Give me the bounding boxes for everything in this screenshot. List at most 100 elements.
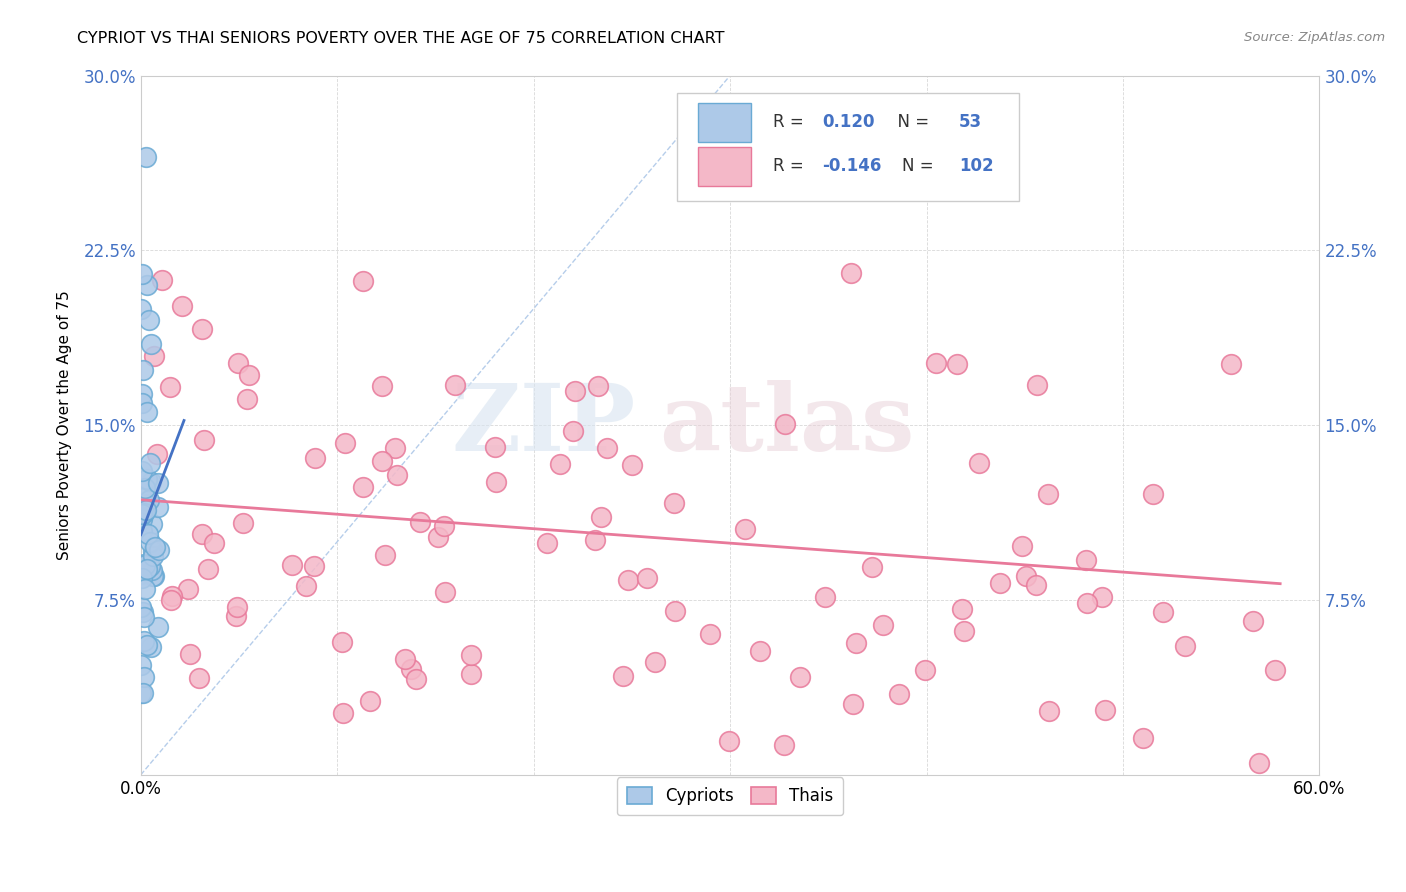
Point <box>1036 486 1059 500</box>
Point <box>160 592 183 607</box>
FancyBboxPatch shape <box>699 103 751 142</box>
Point <box>460 667 482 681</box>
Point <box>591 509 613 524</box>
Point <box>129 599 152 614</box>
Point <box>141 516 163 531</box>
Point <box>135 150 157 164</box>
Point <box>564 384 586 399</box>
Point <box>141 640 163 654</box>
Point <box>148 543 170 558</box>
Point <box>146 620 169 634</box>
Point <box>1076 596 1098 610</box>
Point <box>841 267 863 281</box>
Point <box>860 560 883 574</box>
Point <box>842 697 865 711</box>
Point <box>197 561 219 575</box>
Point <box>136 278 159 293</box>
Point <box>352 274 374 288</box>
Point <box>1094 703 1116 717</box>
Point <box>136 472 159 486</box>
Point <box>139 535 162 549</box>
Point <box>789 669 811 683</box>
Point <box>1074 553 1097 567</box>
Point <box>131 512 153 526</box>
Point <box>226 600 249 615</box>
Point <box>371 454 394 468</box>
Point <box>134 633 156 648</box>
Point <box>136 527 159 541</box>
Point <box>294 579 316 593</box>
Point <box>485 475 508 490</box>
Point <box>139 456 162 470</box>
Point <box>302 559 325 574</box>
Point <box>1142 487 1164 501</box>
Point <box>134 558 156 573</box>
Point <box>129 567 152 582</box>
Point <box>141 563 163 577</box>
Point <box>134 609 156 624</box>
Point <box>330 635 353 649</box>
Point <box>142 569 165 583</box>
Point <box>374 548 396 562</box>
Point <box>596 441 619 455</box>
Point <box>621 458 644 472</box>
Text: Source: ZipAtlas.com: Source: ZipAtlas.com <box>1244 31 1385 45</box>
Point <box>717 733 740 747</box>
Point <box>967 456 990 470</box>
Point <box>385 467 408 482</box>
Point <box>335 435 357 450</box>
Point <box>1152 605 1174 619</box>
Point <box>132 363 155 377</box>
Point <box>131 267 153 281</box>
Point <box>845 636 868 650</box>
Legend: Cypriots, Thais: Cypriots, Thais <box>617 777 844 815</box>
Point <box>772 738 794 752</box>
Point <box>1241 614 1264 628</box>
Point <box>352 480 374 494</box>
Point <box>132 605 155 619</box>
Text: -0.146: -0.146 <box>823 157 882 176</box>
Point <box>433 585 456 599</box>
Point <box>370 379 392 393</box>
Text: N =: N = <box>903 157 939 176</box>
Point <box>1132 731 1154 746</box>
Point <box>135 502 157 516</box>
Point <box>131 396 153 410</box>
Point <box>773 417 796 431</box>
Point <box>146 476 169 491</box>
Point <box>583 533 606 547</box>
Point <box>1249 756 1271 771</box>
Point <box>142 350 165 364</box>
Point <box>202 535 225 549</box>
Point <box>132 670 155 684</box>
FancyBboxPatch shape <box>678 93 1019 202</box>
Point <box>131 507 153 521</box>
Point <box>734 522 756 536</box>
Point <box>236 392 259 406</box>
Point <box>177 582 200 596</box>
FancyBboxPatch shape <box>699 147 751 186</box>
Point <box>749 644 772 658</box>
Point <box>384 442 406 456</box>
Point <box>988 576 1011 591</box>
Text: atlas: atlas <box>659 380 915 470</box>
Point <box>142 543 165 558</box>
Point <box>950 601 973 615</box>
Point <box>159 379 181 393</box>
Point <box>617 574 640 588</box>
Point <box>139 475 162 490</box>
Point <box>136 638 159 652</box>
Point <box>170 299 193 313</box>
Point <box>225 608 247 623</box>
Point <box>550 457 572 471</box>
Point <box>226 356 249 370</box>
Point <box>142 549 165 563</box>
Point <box>135 405 157 419</box>
Point <box>946 357 969 371</box>
Point <box>1011 539 1033 553</box>
Point <box>139 336 162 351</box>
Point <box>484 440 506 454</box>
Point <box>586 378 609 392</box>
Point <box>889 687 911 701</box>
Point <box>131 491 153 505</box>
